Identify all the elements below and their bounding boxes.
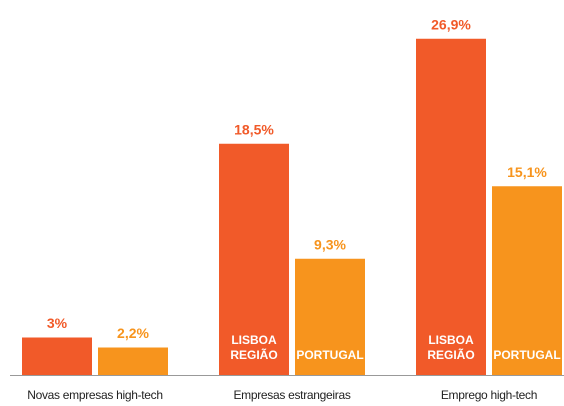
series-label: PORTUGAL: [296, 348, 363, 362]
data-label: 9,3%: [314, 236, 346, 252]
data-label: 18,5%: [234, 121, 274, 137]
data-label: 3%: [47, 315, 68, 331]
x-tick-label: Emprego high-tech: [441, 388, 537, 402]
series-label: LISBOA REGIÃO: [230, 333, 277, 362]
x-tick-label: Novas empresas high-tech: [27, 388, 163, 402]
bar: [219, 143, 289, 375]
data-label: 26,9%: [431, 16, 471, 32]
bar: [22, 337, 92, 375]
series-label: LISBOA REGIÃO: [427, 333, 474, 362]
x-tick-label: Empresas estrangeiras: [233, 388, 350, 402]
data-label: 2,2%: [117, 325, 149, 341]
bar: [416, 38, 486, 375]
data-label: 15,1%: [507, 164, 547, 180]
bar: [98, 347, 168, 375]
series-label: PORTUGAL: [493, 348, 560, 362]
bar: [295, 258, 365, 375]
bar: [492, 186, 562, 375]
